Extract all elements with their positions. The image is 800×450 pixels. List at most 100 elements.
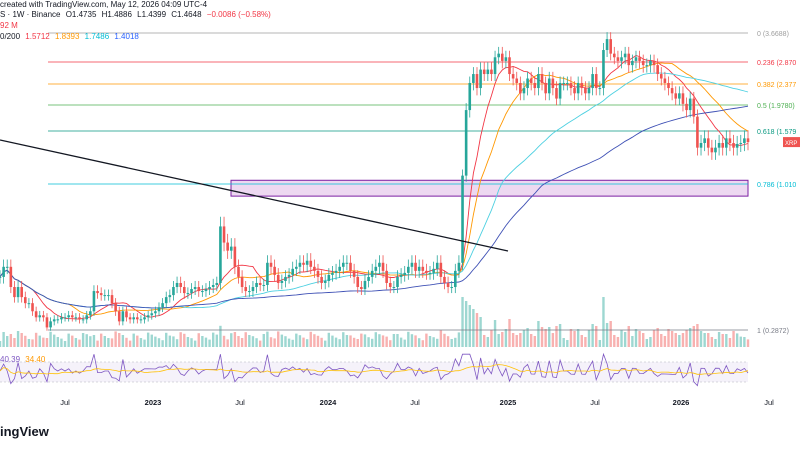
volume-bar — [497, 334, 500, 347]
candle-body — [598, 88, 602, 90]
volume-bar — [642, 333, 645, 347]
candle-body — [13, 287, 16, 298]
candle-body — [110, 295, 114, 304]
candle-body — [201, 291, 204, 293]
volume-bar — [454, 337, 457, 347]
candle-body — [316, 270, 320, 277]
volume-bar — [663, 336, 667, 347]
candle-body — [157, 307, 161, 312]
volume-bar — [385, 336, 388, 347]
volume-bar — [414, 335, 417, 347]
volume-bar — [42, 337, 45, 347]
candle-body — [443, 276, 446, 283]
candle-body — [609, 39, 612, 54]
volume-bar — [403, 339, 406, 347]
volume-bar — [13, 338, 16, 347]
volume-bar — [237, 336, 240, 347]
candle-body — [114, 303, 117, 312]
volume-bar — [305, 339, 309, 347]
candle-body — [103, 295, 107, 297]
candle-body — [164, 297, 168, 304]
volume-bar — [363, 334, 367, 347]
volume-bar — [197, 333, 200, 347]
candle-body — [309, 260, 313, 267]
volume-bar — [349, 335, 352, 347]
volume-bar — [172, 336, 175, 347]
candle-body — [594, 74, 598, 89]
price-tag-text: XRP — [785, 141, 797, 147]
volume-bar — [2, 332, 5, 347]
volume-bar — [183, 333, 186, 347]
volume-bar — [186, 337, 190, 347]
volume-bar — [656, 328, 659, 347]
volume-bar — [280, 334, 284, 347]
candle-body — [92, 291, 96, 312]
volume-bar — [277, 331, 280, 347]
fib-label: 0.618 (1.579 — [757, 129, 796, 136]
volume-bar — [710, 337, 714, 347]
candle-body — [121, 311, 125, 322]
volume-bar — [334, 337, 338, 347]
header-close: C1.4648 — [171, 10, 202, 19]
volume-bar — [540, 327, 544, 347]
volume-bar — [580, 335, 583, 347]
volume-bar — [685, 330, 688, 347]
header-line-4: 0/200 1.5712 1.8393 1.7486 1.4018 — [0, 32, 142, 41]
candle-body — [49, 321, 52, 328]
candle-body — [81, 319, 85, 321]
header-line-1: created with TradingView.com, May 12, 20… — [0, 0, 210, 9]
volume-bar — [436, 338, 439, 347]
candle-body — [544, 82, 547, 94]
volume-bar — [0, 341, 2, 347]
volume-bar — [537, 321, 540, 347]
candle-body — [323, 280, 327, 283]
candle-body — [34, 311, 38, 318]
volume-bar — [342, 332, 345, 347]
volume-bar — [309, 331, 312, 347]
candle-body — [349, 262, 352, 271]
volume-bar — [316, 335, 320, 347]
volume-bar — [681, 333, 685, 347]
candle-body — [587, 88, 591, 94]
volume-bar — [331, 335, 334, 347]
volume-bar — [743, 337, 746, 347]
candle-body — [229, 246, 233, 251]
volume-bar — [165, 332, 168, 347]
volume-bar — [732, 331, 735, 347]
candle-body — [302, 262, 305, 265]
candle-body — [457, 262, 461, 271]
volume-bar — [179, 332, 182, 347]
volume-bar — [16, 331, 20, 347]
volume-bar — [638, 331, 641, 347]
candle-body — [211, 284, 215, 288]
candle-body — [161, 303, 164, 308]
volume-bar — [110, 338, 114, 347]
candle-body — [497, 53, 500, 58]
volume-bar — [526, 328, 529, 347]
candle-body — [280, 280, 284, 283]
rsi-ma-value: 34.40 — [25, 355, 46, 364]
x-tick-label: 2025 — [500, 398, 517, 407]
volume-bar — [623, 332, 627, 347]
candle-body — [107, 295, 110, 297]
volume-bar — [49, 331, 52, 347]
volume-bar — [613, 335, 616, 347]
header-change: −0.0086 (−0.58%) — [206, 10, 271, 19]
x-tick-label: 2023 — [145, 398, 162, 407]
volume-bar — [367, 337, 370, 347]
candle-body — [573, 88, 576, 94]
candle-body — [2, 266, 5, 277]
candle-body — [146, 315, 150, 318]
volume-bar — [529, 334, 533, 347]
volume-bar — [74, 338, 78, 347]
volume-bar — [287, 338, 291, 347]
volume-bar — [417, 338, 421, 347]
x-tick-label: Jul — [60, 398, 70, 407]
candle-body — [710, 147, 714, 153]
header-low: L1.4399 — [137, 10, 167, 19]
volume-bar — [396, 334, 399, 347]
candle-body — [519, 82, 522, 94]
candle-body — [500, 53, 504, 61]
volume-bar — [291, 339, 294, 347]
candle-body — [295, 266, 298, 269]
